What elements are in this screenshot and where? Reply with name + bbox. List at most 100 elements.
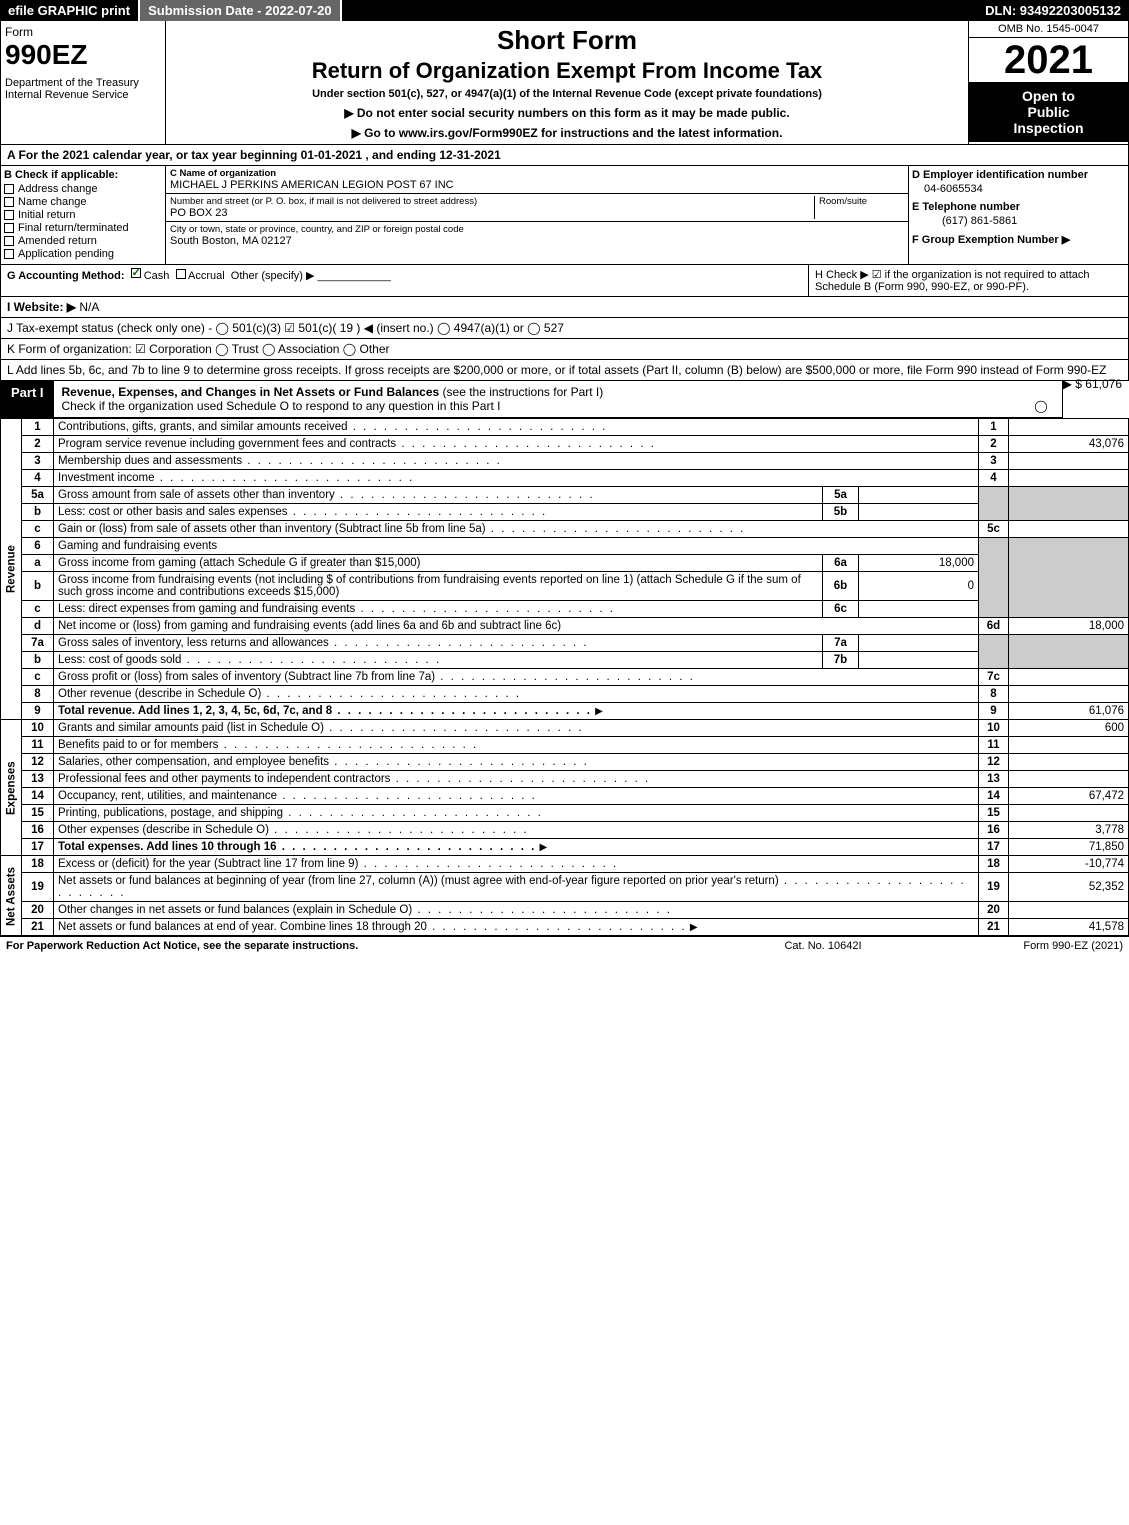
efile-print-button[interactable]: efile GRAPHIC print bbox=[0, 0, 140, 21]
footer-center: Cat. No. 10642I bbox=[723, 940, 923, 952]
check-amended-return-label: Amended return bbox=[18, 235, 97, 247]
part1-check-line: Check if the organization used Schedule … bbox=[62, 399, 501, 413]
website-label: I Website: ▶ bbox=[7, 300, 76, 314]
row7a-desc: Gross sales of inventory, less returns a… bbox=[58, 637, 589, 649]
ein-label: D Employer identification number bbox=[912, 169, 1125, 181]
row8-num: 8 bbox=[22, 686, 54, 703]
line-i: I Website: ▶ N/A bbox=[0, 297, 1129, 318]
row6c-desc: Less: direct expenses from gaming and fu… bbox=[58, 603, 615, 615]
row11-desc: Benefits paid to or for members bbox=[58, 739, 478, 751]
row6b-desc: Gross income from fundraising events (no… bbox=[54, 572, 823, 601]
check-final-return-label: Final return/terminated bbox=[18, 222, 129, 234]
check-address-change[interactable] bbox=[4, 184, 14, 194]
row14-desc: Occupancy, rent, utilities, and maintena… bbox=[58, 790, 537, 802]
check-accrual[interactable] bbox=[176, 269, 186, 279]
row12-num: 12 bbox=[22, 754, 54, 771]
row19-num: 19 bbox=[22, 873, 54, 902]
section-def: D Employer identification number 04-6065… bbox=[908, 166, 1128, 264]
row21-num: 21 bbox=[22, 919, 54, 936]
page-footer: For Paperwork Reduction Act Notice, see … bbox=[0, 936, 1129, 955]
row9-desc: Total revenue. Add lines 1, 2, 3, 4, 5c,… bbox=[58, 705, 592, 717]
row15-value bbox=[1009, 805, 1129, 822]
part1-header: Part I Revenue, Expenses, and Changes in… bbox=[0, 381, 1063, 418]
check-final-return[interactable] bbox=[4, 223, 14, 233]
dept-label: Department of the Treasury Internal Reve… bbox=[5, 77, 161, 101]
row6b-subval: 0 bbox=[859, 572, 979, 601]
row19-desc: Net assets or fund balances at beginning… bbox=[58, 875, 966, 899]
room-suite-label: Room/suite bbox=[814, 196, 904, 219]
row1-desc: Contributions, gifts, grants, and simila… bbox=[58, 421, 607, 433]
row6d-desc: Net income or (loss) from gaming and fun… bbox=[54, 618, 979, 635]
row7a-sublbl: 7a bbox=[823, 635, 859, 652]
line-l-amount: ▶ $ 61,076 bbox=[1063, 377, 1122, 391]
row2-value: 43,076 bbox=[1009, 436, 1129, 453]
row7b-num: b bbox=[22, 652, 54, 669]
row6a-sublbl: 6a bbox=[823, 555, 859, 572]
check-cash[interactable] bbox=[131, 268, 141, 278]
group-exemption-label: F Group Exemption Number ▶ bbox=[912, 233, 1125, 246]
row17-value: 71,850 bbox=[1009, 839, 1129, 856]
footer-right: Form 990-EZ (2021) bbox=[923, 940, 1123, 952]
check-initial-return-label: Initial return bbox=[18, 209, 75, 221]
row8-rnum: 8 bbox=[979, 686, 1009, 703]
form-word: Form bbox=[5, 25, 161, 39]
row6d-rnum: 6d bbox=[979, 618, 1009, 635]
check-initial-return[interactable] bbox=[4, 210, 14, 220]
short-form-title: Short Form bbox=[170, 25, 964, 56]
submission-date-button[interactable]: Submission Date - 2022-07-20 bbox=[140, 0, 342, 21]
row7c-rnum: 7c bbox=[979, 669, 1009, 686]
phone-value: (617) 861-5861 bbox=[942, 215, 1125, 227]
dln-label: DLN: 93492203005132 bbox=[977, 0, 1129, 21]
row9-value: 61,076 bbox=[1009, 703, 1129, 720]
form-id-block: Form 990EZ Department of the Treasury In… bbox=[1, 21, 166, 144]
row21-arrow-icon bbox=[690, 921, 700, 933]
return-title: Return of Organization Exempt From Incom… bbox=[170, 58, 964, 84]
row17-desc: Total expenses. Add lines 10 through 16 bbox=[58, 841, 536, 853]
part1-check-o[interactable]: ◯ bbox=[1034, 399, 1053, 413]
line-l-text: L Add lines 5b, 6c, and 7b to line 9 to … bbox=[7, 363, 1106, 377]
goto-link[interactable]: ▶ Go to www.irs.gov/Form990EZ for instru… bbox=[170, 126, 964, 140]
row12-rnum: 12 bbox=[979, 754, 1009, 771]
row5c-num: c bbox=[22, 521, 54, 538]
inspect-line2: Public bbox=[971, 104, 1126, 120]
row7ab-shade2 bbox=[1009, 635, 1129, 669]
row4-num: 4 bbox=[22, 470, 54, 487]
under-section-text: Under section 501(c), 527, or 4947(a)(1)… bbox=[170, 88, 964, 100]
addr-label: Number and street (or P. O. box, if mail… bbox=[170, 196, 814, 207]
row14-num: 14 bbox=[22, 788, 54, 805]
row11-value bbox=[1009, 737, 1129, 754]
row5c-value bbox=[1009, 521, 1129, 538]
row7b-subval bbox=[859, 652, 979, 669]
row9-rnum: 9 bbox=[979, 703, 1009, 720]
row13-num: 13 bbox=[22, 771, 54, 788]
row6-shade2 bbox=[1009, 538, 1129, 618]
row2-desc: Program service revenue including govern… bbox=[58, 438, 656, 450]
row5b-subval bbox=[859, 504, 979, 521]
row4-value bbox=[1009, 470, 1129, 487]
addr-value: PO BOX 23 bbox=[170, 207, 814, 219]
check-amended-return[interactable] bbox=[4, 236, 14, 246]
row11-num: 11 bbox=[22, 737, 54, 754]
revenue-side-label: Revenue bbox=[1, 419, 22, 720]
row20-num: 20 bbox=[22, 902, 54, 919]
row6b-sublbl: 6b bbox=[823, 572, 859, 601]
omb-label: OMB No. 1545-0047 bbox=[969, 21, 1128, 38]
row7c-desc: Gross profit or (loss) from sales of inv… bbox=[58, 671, 695, 683]
row3-desc: Membership dues and assessments bbox=[58, 455, 502, 467]
row5b-desc: Less: cost or other basis and sales expe… bbox=[58, 506, 547, 518]
tax-year: 2021 bbox=[969, 38, 1128, 82]
row16-rnum: 16 bbox=[979, 822, 1009, 839]
row7b-sublbl: 7b bbox=[823, 652, 859, 669]
row3-num: 3 bbox=[22, 453, 54, 470]
expenses-side-label: Expenses bbox=[1, 720, 22, 856]
check-application-pending[interactable] bbox=[4, 249, 14, 259]
row14-value: 67,472 bbox=[1009, 788, 1129, 805]
row10-num: 10 bbox=[22, 720, 54, 737]
row18-value: -10,774 bbox=[1009, 856, 1129, 873]
row7a-num: 7a bbox=[22, 635, 54, 652]
row1-value bbox=[1009, 419, 1129, 436]
netassets-side-label: Net Assets bbox=[1, 856, 22, 936]
row10-value: 600 bbox=[1009, 720, 1129, 737]
check-name-change[interactable] bbox=[4, 197, 14, 207]
row12-desc: Salaries, other compensation, and employ… bbox=[58, 756, 589, 768]
